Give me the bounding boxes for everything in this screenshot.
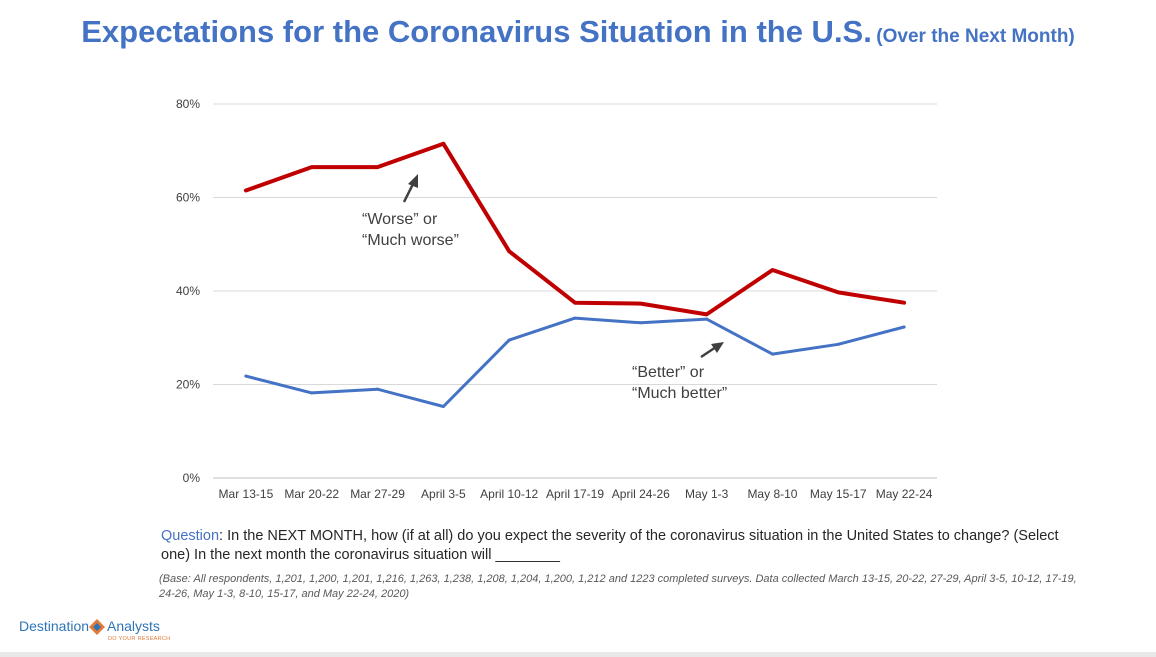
data-point-better — [244, 374, 248, 378]
x-tick-label: April 17-19 — [546, 487, 604, 501]
bottom-edge — [0, 652, 1156, 657]
worse-annotation-line2: “Much worse” — [362, 232, 459, 249]
data-point-better — [639, 321, 643, 325]
survey-question: Question: In the NEXT MONTH, how (if at … — [161, 527, 1061, 565]
data-point-worse — [244, 188, 248, 192]
question-label: Question — [161, 528, 220, 544]
data-point-worse — [836, 290, 840, 294]
better-arrowhead — [711, 342, 724, 353]
logo-diamond-icon — [89, 619, 105, 635]
data-point-better — [770, 352, 774, 356]
question-text: : In the NEXT MONTH, how (if at all) do … — [161, 528, 1059, 563]
data-point-worse — [310, 165, 314, 169]
x-tick-label: Mar 13-15 — [219, 487, 274, 501]
worse-arrowhead — [408, 174, 418, 188]
x-tick-label: April 24-26 — [612, 487, 670, 501]
x-tick-label: Mar 20-22 — [284, 487, 339, 501]
data-point-worse — [441, 142, 445, 146]
chart-title: Expectations for the Coronavirus Situati… — [0, 14, 1156, 50]
data-point-better — [376, 387, 380, 391]
y-tick-label: 40% — [176, 284, 200, 298]
better-annotation-line1: “Better” or — [632, 364, 705, 381]
data-point-worse — [376, 165, 380, 169]
title-sub: (Over the Next Month) — [876, 26, 1075, 47]
base-note: (Base: All respondents, 1,201, 1,200, 1,… — [159, 573, 1077, 600]
line-chart: 0% 20% 40% 60% 80% Mar 13-15 Mar 20-22 Mar 27-… — [176, 97, 937, 501]
data-point-better — [507, 338, 511, 342]
y-tick-label: 20% — [176, 378, 200, 392]
y-tick-label: 60% — [176, 191, 200, 205]
series-line-better — [244, 316, 906, 408]
data-point-better — [310, 391, 314, 395]
data-point-better — [573, 316, 577, 320]
x-axis-ticks: Mar 13-15 Mar 20-22 Mar 27-29 April 3-5 Apri… — [219, 487, 933, 501]
annotations: “Worse” or “Much worse” “Better” or “Muc… — [362, 174, 727, 402]
x-tick-label: May 8-10 — [747, 487, 797, 501]
y-tick-label: 0% — [183, 471, 201, 485]
data-point-worse — [705, 312, 709, 316]
title-main: Expectations for the Coronavirus Situati… — [81, 14, 872, 49]
data-point-worse — [770, 268, 774, 272]
x-tick-label: Mar 27-29 — [350, 487, 405, 501]
x-tick-label: May 22-24 — [876, 487, 933, 501]
y-tick-label: 80% — [176, 97, 200, 111]
logo-text-right: Analysts — [107, 618, 160, 634]
data-point-worse — [573, 301, 577, 305]
worse-annotation-line1: “Worse” or — [362, 211, 438, 228]
better-arrow — [700, 345, 717, 359]
logo-tagline: DO YOUR RESEARCH — [108, 636, 171, 642]
series-line-worse — [243, 141, 907, 317]
x-tick-label: May 15-17 — [810, 487, 867, 501]
logo-text-left: Destination — [19, 618, 90, 634]
data-point-worse — [507, 249, 511, 253]
series-lines — [243, 141, 907, 408]
y-axis-ticks: 0% 20% 40% 60% 80% — [176, 97, 200, 485]
data-point-better — [902, 325, 906, 329]
data-point-better — [705, 317, 709, 321]
data-point-better — [441, 404, 445, 408]
gridlines — [213, 103, 937, 479]
better-annotation-line2: “Much better” — [632, 385, 727, 402]
data-point-worse — [639, 302, 643, 306]
x-tick-label: May 1-3 — [685, 487, 729, 501]
data-point-better — [836, 342, 840, 346]
x-tick-label: April 3-5 — [421, 487, 466, 501]
x-tick-label: April 10-12 — [480, 487, 538, 501]
data-point-worse — [902, 301, 906, 305]
